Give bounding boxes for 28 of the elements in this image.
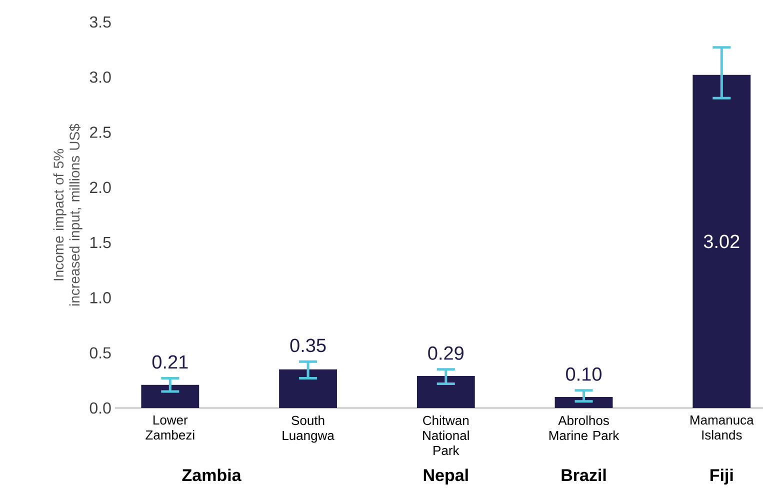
x-tick-label: Abrolhos Marine Park	[549, 416, 620, 440]
data-label: 3.02	[704, 234, 740, 248]
text: Fiji	[710, 468, 733, 485]
y-tick-label: 1.5	[90, 236, 111, 248]
bar	[692, 74, 751, 408]
bar	[141, 384, 200, 408]
y-tick-label: 0.0	[90, 402, 111, 414]
bar	[279, 369, 337, 408]
data-label: 0.35	[290, 338, 326, 352]
bar	[416, 376, 475, 408]
y-tick-label: 3.5	[90, 16, 111, 28]
y-tick-label: 3.0	[90, 71, 111, 83]
x-tick-label: Lower Zambezi	[146, 416, 194, 440]
text: Brazil	[562, 468, 606, 482]
x-tick-label: Mamanuca Islands	[690, 416, 754, 440]
data-label: 0.10	[566, 367, 602, 381]
y-tick-label: 2.5	[90, 126, 111, 138]
y-tick-label: 2.0	[90, 182, 111, 194]
bar	[554, 396, 613, 408]
text: Nepal	[424, 468, 468, 485]
data-label: 0.21	[152, 355, 188, 369]
y-axis-title: Income impact of 5% increased input, millions US$	[53, 124, 82, 306]
x-tick-label: Chitwan National Park	[423, 416, 469, 456]
data-label: 0.29	[428, 346, 464, 360]
y-tick-label: 1.0	[90, 292, 111, 304]
x-tick-label: South Luangwa	[282, 416, 334, 443]
y-tick-label: 0.5	[90, 347, 111, 359]
text: Zambia	[182, 468, 242, 482]
